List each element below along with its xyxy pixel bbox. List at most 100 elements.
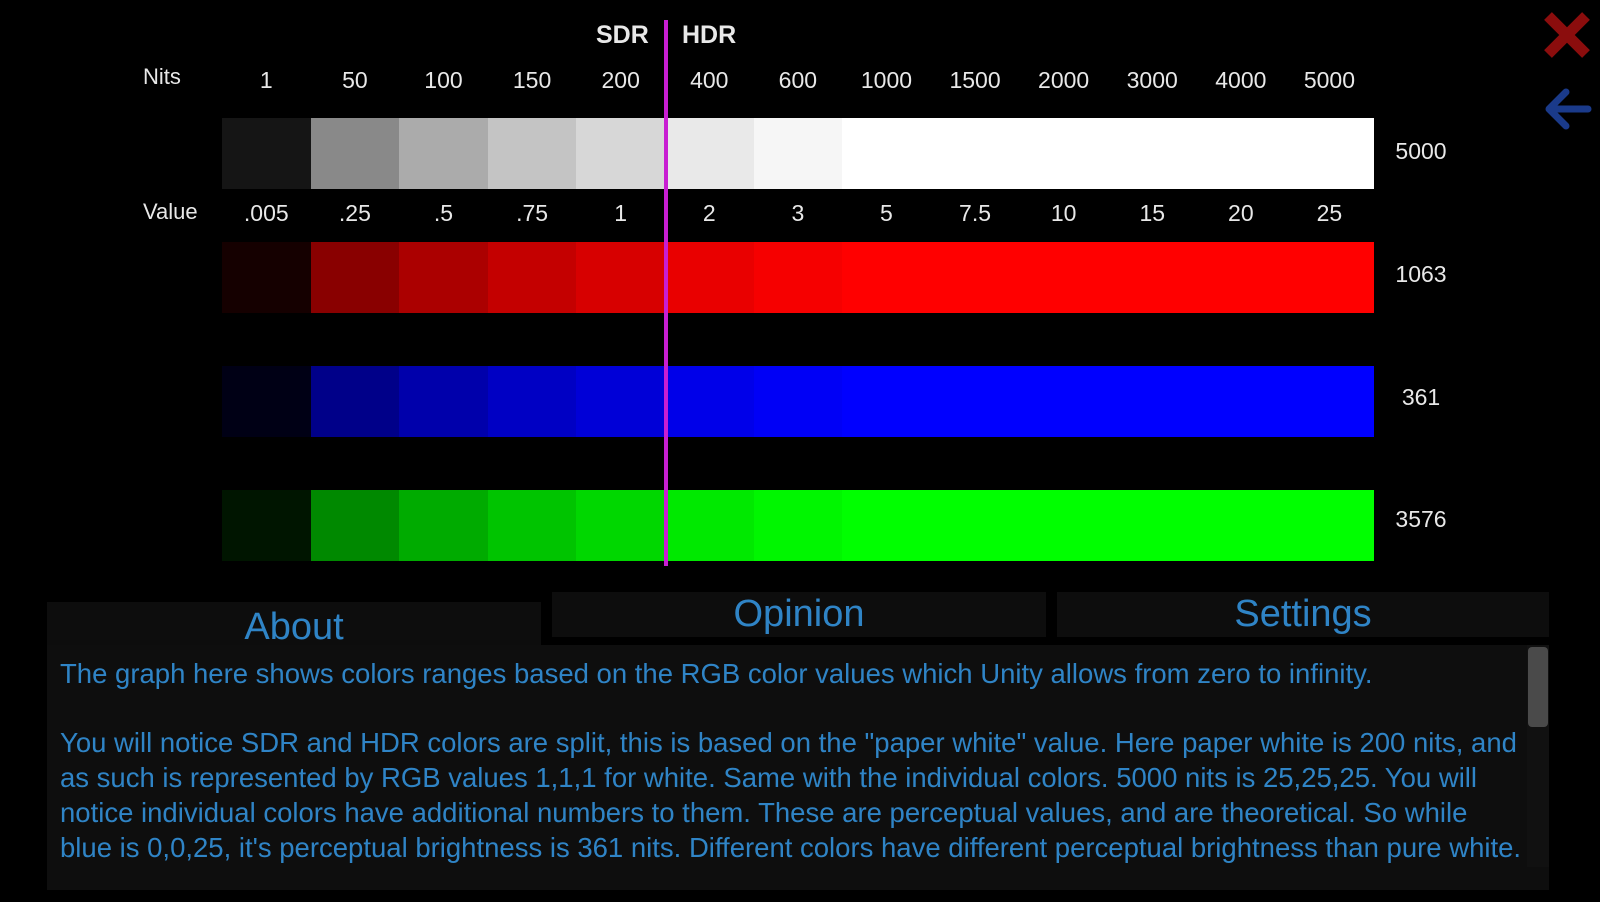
white-swatch [1196, 118, 1286, 189]
blue-swatch [664, 366, 754, 437]
green-swatch [930, 490, 1020, 561]
nits-tick-label: 1500 [949, 67, 1001, 93]
nits-tick-label: 5000 [1303, 67, 1355, 93]
nits-tick-label: 1000 [860, 67, 913, 93]
paper-white-divider [664, 20, 668, 566]
sdr-label: SDR [596, 21, 649, 49]
green-swatch [1107, 490, 1197, 561]
blue-swatch [222, 366, 311, 437]
value-tick-label: 20 [1228, 200, 1254, 226]
value-tick-label: 10 [1050, 200, 1077, 226]
blue-swatch [1107, 366, 1197, 437]
white-swatch [930, 118, 1020, 189]
value-tick-label: 25 [1316, 200, 1343, 226]
blue-swatch [753, 366, 843, 437]
red-swatch [222, 242, 311, 313]
red-swatch [1196, 242, 1286, 313]
about-panel[interactable]: The graph here shows colors ranges based… [47, 645, 1549, 890]
green-swatch [664, 490, 754, 561]
green-strip [222, 490, 1374, 561]
white-swatch [664, 118, 754, 189]
blue-swatch [310, 366, 400, 437]
red-swatch [1019, 242, 1108, 313]
blue-swatch [399, 366, 488, 437]
blue-swatch [1196, 366, 1286, 437]
nits-tick-row: 1 50 100 150 200 400 600 1000 1500 2000 3000 4000 50… [222, 67, 1374, 97]
green-swatch [1285, 490, 1374, 561]
back-arrow-icon[interactable] [1542, 86, 1592, 132]
green-swatch [1196, 490, 1286, 561]
nits-tick-label: 3000 [1126, 67, 1178, 93]
white-swatch [842, 118, 931, 189]
red-swatch [664, 242, 754, 313]
red-perceptual-value: 1063 [1395, 261, 1447, 287]
white-swatch [222, 118, 311, 189]
nits-tick-label: 100 [424, 67, 463, 93]
nits-tick-label: 400 [690, 67, 729, 93]
green-swatch [310, 490, 400, 561]
white-swatch [576, 118, 665, 189]
nits-label: Nits [143, 64, 181, 89]
red-swatch [310, 242, 400, 313]
blue-swatch [1019, 366, 1108, 437]
green-swatch [487, 490, 577, 561]
white-swatch [1285, 118, 1374, 189]
red-swatch [1107, 242, 1197, 313]
blue-swatch [1285, 366, 1374, 437]
blue-strip [222, 366, 1374, 437]
green-swatch [222, 490, 311, 561]
nits-tick-label: 200 [601, 67, 640, 93]
value-tick-label: 15 [1139, 200, 1166, 226]
value-tick-row: .005 .25 .5 .75 1 2 3 5 7.5 10 15 20 25 [222, 200, 1374, 230]
nits-tick-label: 600 [778, 67, 818, 93]
white-swatch [1019, 118, 1108, 189]
blue-swatch [930, 366, 1020, 437]
nits-tick-label: 1 [259, 67, 273, 93]
value-tick-label: 5 [880, 200, 893, 226]
tab-about[interactable]: About [47, 602, 541, 648]
red-strip [222, 242, 1374, 313]
white-swatch [399, 118, 488, 189]
value-tick-label: .005 [243, 200, 289, 226]
red-swatch [753, 242, 843, 313]
green-swatch [576, 490, 665, 561]
blue-swatch [842, 366, 931, 437]
blue-swatch [487, 366, 577, 437]
value-label: Value [143, 199, 198, 224]
value-tick-label: 1 [614, 200, 628, 226]
value-tick-label: .5 [433, 200, 454, 226]
red-swatch [487, 242, 577, 313]
nits-tick-label: 50 [342, 67, 368, 93]
tab-settings[interactable]: Settings [1057, 592, 1549, 637]
nits-tick-label: 150 [512, 67, 552, 93]
white-strip [222, 118, 1374, 189]
about-text: The graph here shows colors ranges based… [60, 658, 1522, 863]
nits-tick-label: 2000 [1038, 67, 1090, 93]
white-perceptual-value: 5000 [1395, 138, 1447, 164]
red-swatch [1285, 242, 1374, 313]
white-swatch [753, 118, 843, 189]
nits-tick-label: 4000 [1215, 67, 1267, 93]
red-swatch [930, 242, 1020, 313]
value-tick-label: .25 [338, 200, 371, 226]
blue-swatch [576, 366, 665, 437]
value-tick-label: 2 [702, 200, 716, 226]
blue-perceptual-value: 361 [1401, 384, 1441, 410]
value-tick-label: 3 [791, 200, 805, 226]
green-swatch [842, 490, 931, 561]
scrollbar-thumb[interactable] [1528, 647, 1548, 727]
green-swatch [399, 490, 488, 561]
tab-opinion[interactable]: Opinion [552, 592, 1046, 637]
green-perceptual-value: 3576 [1395, 506, 1447, 532]
green-swatch [1019, 490, 1108, 561]
white-swatch [487, 118, 577, 189]
red-swatch [842, 242, 931, 313]
white-swatch [310, 118, 400, 189]
red-swatch [576, 242, 665, 313]
value-tick-label: 7.5 [959, 200, 992, 226]
red-swatch [399, 242, 488, 313]
value-tick-label: .75 [516, 200, 549, 226]
hdr-label: HDR [682, 21, 737, 49]
close-icon[interactable] [1542, 10, 1592, 60]
white-swatch [1107, 118, 1197, 189]
